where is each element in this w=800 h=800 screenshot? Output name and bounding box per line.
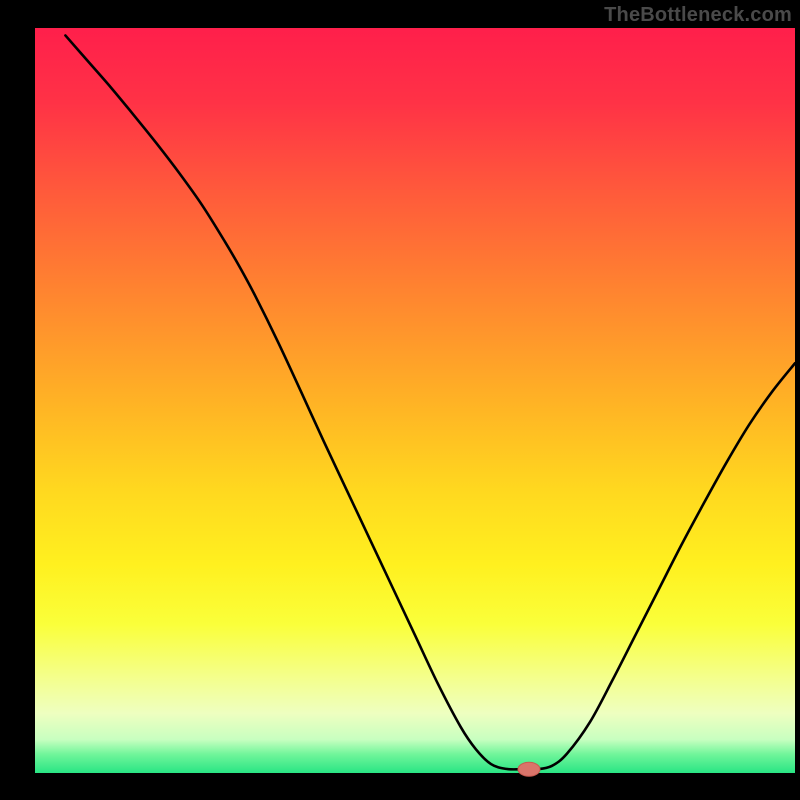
chart-container: TheBottleneck.com: [0, 0, 800, 800]
watermark-text: TheBottleneck.com: [604, 4, 792, 27]
bottleneck-chart: [0, 0, 800, 800]
plot-background: [35, 28, 795, 773]
optimal-marker: [518, 762, 540, 776]
